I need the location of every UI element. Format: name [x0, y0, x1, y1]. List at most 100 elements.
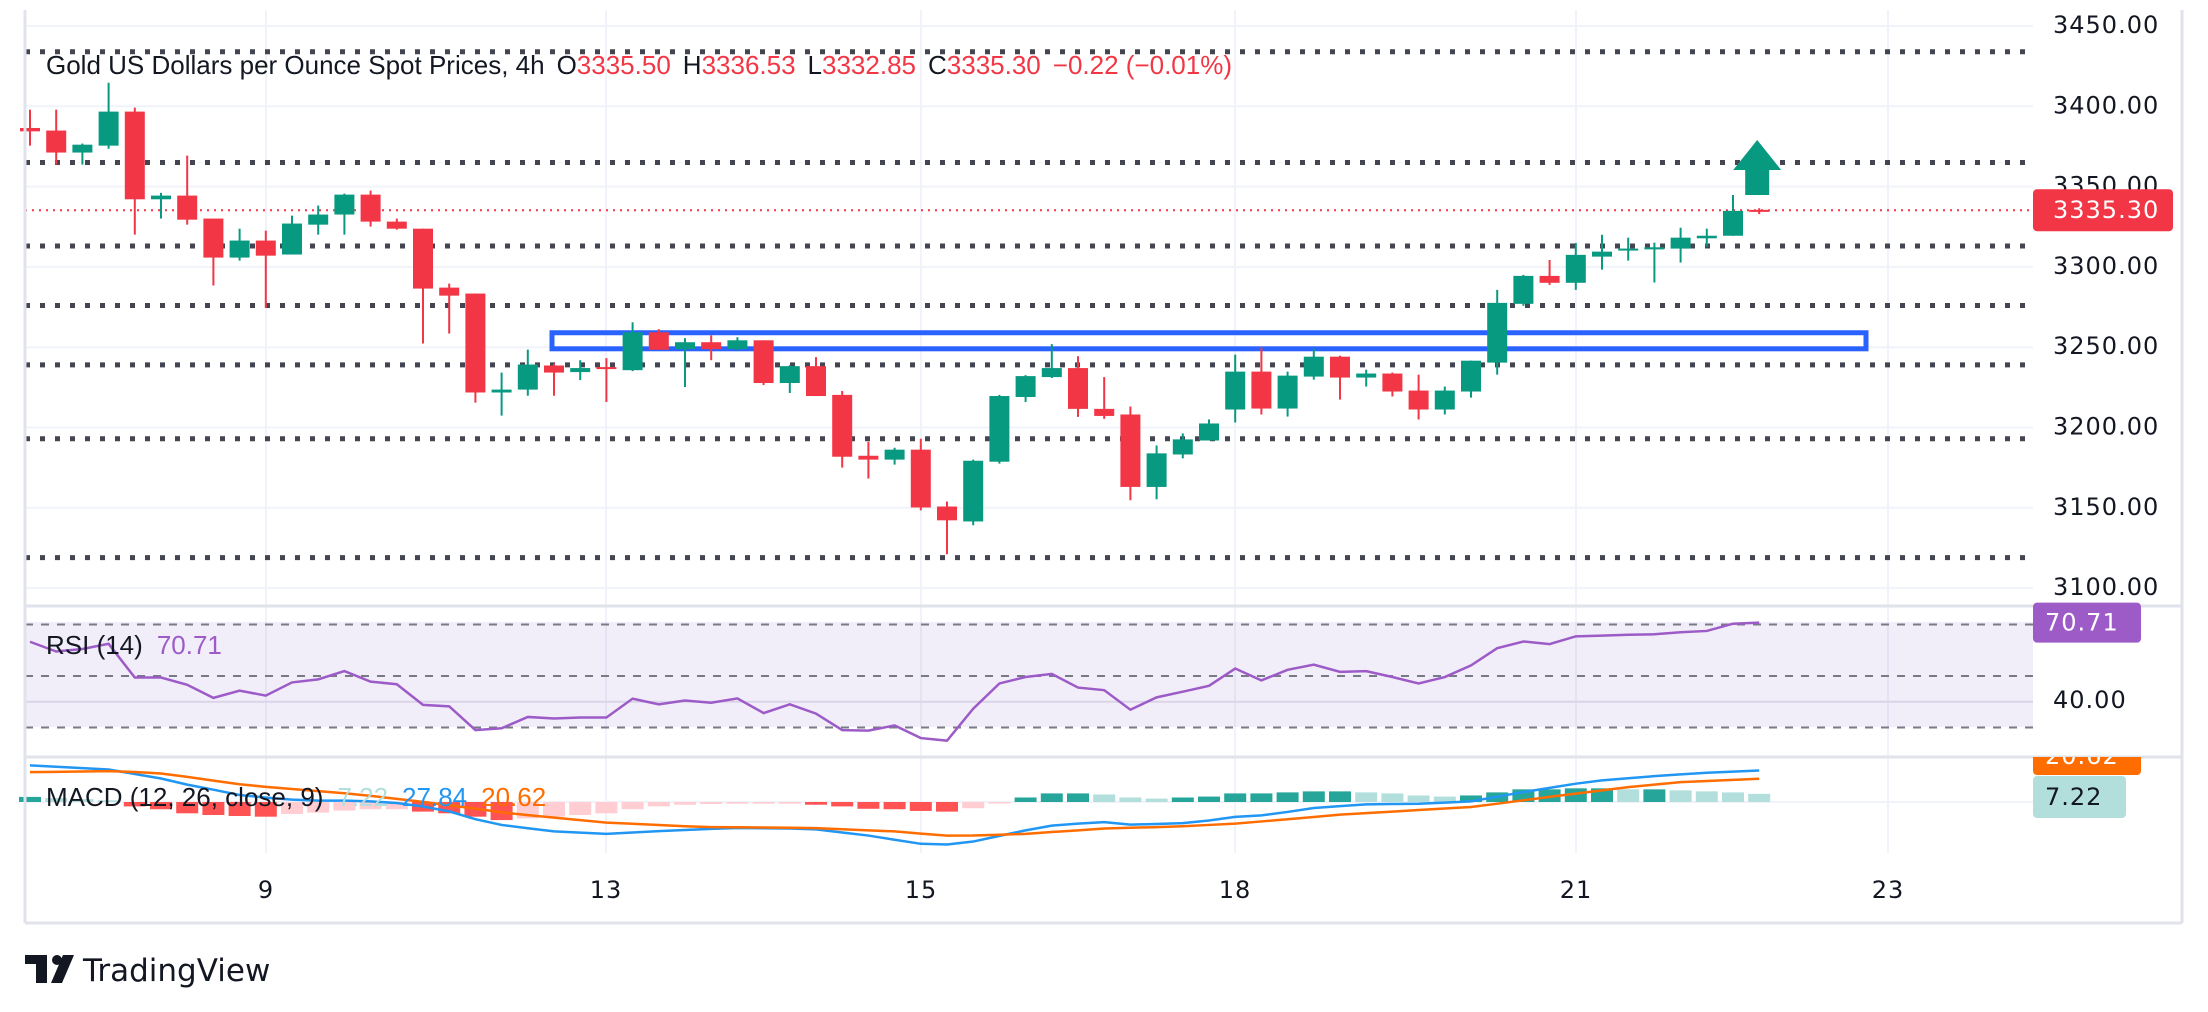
- candle-body: [1723, 210, 1743, 236]
- candle: [1592, 234, 1612, 270]
- tradingview-logo[interactable]: TradingView: [25, 953, 270, 989]
- macd-histogram-bar: [176, 802, 199, 814]
- macd-histogram-bar: [778, 802, 801, 804]
- candle: [596, 358, 617, 402]
- candle-body: [255, 240, 276, 256]
- candle-body: [1172, 439, 1193, 455]
- macd-hist-pill: [2033, 776, 2126, 818]
- candles: [20, 82, 1770, 555]
- candle: [622, 322, 643, 372]
- candle-body: [1225, 371, 1246, 410]
- macd-histogram-bar: [805, 802, 827, 805]
- candle: [1487, 289, 1508, 375]
- macd-legend[interactable]: MACD (12, 26, close, 9) 7.22 27.84 20.62: [46, 782, 546, 812]
- candle-body: [779, 366, 800, 384]
- candle-body: [910, 449, 931, 508]
- candle: [203, 218, 224, 286]
- candle: [255, 230, 276, 308]
- candle-body: [439, 287, 460, 296]
- candle-body: [963, 460, 984, 522]
- candle: [1251, 347, 1272, 415]
- candle-body: [832, 394, 853, 457]
- candle: [1408, 374, 1429, 420]
- macd-histogram-bar: [438, 802, 461, 814]
- candle: [1539, 259, 1560, 285]
- price-axis[interactable]: 3450.003400.003350.003300.003250.003200.…: [2053, 11, 2159, 601]
- macd-histogram-bar: [228, 802, 251, 817]
- candle: [1303, 348, 1324, 380]
- candle: [570, 360, 591, 381]
- time-axis[interactable]: 9 13 15 18 21 23: [258, 876, 1904, 904]
- candle: [308, 205, 329, 235]
- macd-histogram-bar: [1433, 796, 1456, 802]
- rsi-line: [29, 621, 1760, 742]
- macd-histogram-bar: [1171, 797, 1194, 802]
- macd-histogram-bar: [1276, 792, 1299, 802]
- candle-body: [937, 506, 957, 521]
- up-arrow-icon[interactable]: [1733, 140, 1782, 195]
- time-tick-label: 15: [905, 876, 938, 904]
- candle: [1146, 445, 1167, 500]
- candle-body: [1618, 248, 1639, 251]
- rsi-legend[interactable]: RSI (14) 70.71: [46, 630, 222, 660]
- low-value: 3332.85: [822, 50, 916, 80]
- macd-histogram-bar: [97, 800, 120, 802]
- macd-histogram-bar: [1224, 793, 1247, 802]
- candle: [727, 337, 748, 351]
- macd-signal-pill: [2033, 757, 2141, 775]
- candle: [98, 82, 119, 149]
- candle: [465, 293, 486, 403]
- macd-histogram-bar: [1669, 790, 1692, 802]
- macd-histogram-bar: [1407, 795, 1430, 802]
- candle-body: [858, 455, 879, 460]
- macd-histogram-bar: [936, 802, 958, 812]
- symbol-legend[interactable]: Gold US Dollars per Ounce Spot Prices, 4…: [46, 50, 1232, 80]
- candle: [360, 190, 381, 227]
- macd-histogram-bar: [1460, 795, 1482, 802]
- macd-line-value: 27.84: [402, 782, 467, 812]
- macd-histogram-bar: [909, 802, 932, 811]
- candle: [858, 441, 879, 479]
- macd-histogram-bar: [307, 802, 330, 813]
- tradingview-wordmark: TradingView: [82, 953, 270, 989]
- candle: [1644, 242, 1665, 283]
- price-tick-label: 3450.00: [2053, 11, 2159, 39]
- macd-line: [29, 764, 1760, 846]
- candle-body: [1461, 360, 1481, 392]
- macd-histogram-bar: [621, 802, 644, 810]
- candle: [177, 155, 198, 225]
- macd-histogram-bar: [752, 802, 775, 804]
- macd-label: MACD (12, 26, close, 9): [46, 782, 323, 812]
- resistance-zone-rectangle[interactable]: [549, 330, 1869, 352]
- change-value: −0.22 (−0.01%): [1053, 50, 1232, 80]
- macd-histogram-bar: [254, 802, 277, 817]
- candle-body: [1068, 368, 1088, 409]
- candle-body: [1644, 247, 1665, 250]
- candle: [229, 228, 250, 261]
- candle-body: [1356, 373, 1377, 378]
- candle: [1041, 344, 1062, 379]
- candle-body: [1382, 373, 1403, 392]
- rsi-pane: [25, 621, 2033, 742]
- candle-body: [491, 389, 512, 393]
- macd-hist-pill-text: 7.22: [2045, 783, 2102, 811]
- candle-body: [124, 111, 145, 200]
- candle-body: [1120, 414, 1141, 487]
- candle: [151, 192, 171, 219]
- candle-body: [308, 214, 329, 225]
- macd-histogram-bar: [333, 802, 356, 811]
- macd-histogram-bar: [1748, 793, 1771, 802]
- macd-histogram-bar: [1093, 794, 1116, 802]
- candle-body: [544, 365, 564, 373]
- high-label: H: [683, 50, 702, 80]
- current-price-label: 3335.30: [2033, 189, 2173, 232]
- time-tick-label: 23: [1872, 876, 1905, 904]
- macd-signal-pill-text: 20.62: [2045, 742, 2119, 770]
- candle-body: [1251, 371, 1272, 409]
- macd-histogram-bar: [674, 802, 696, 805]
- candle-body: [727, 340, 748, 350]
- rsi-pill-text: 70.71: [2045, 609, 2119, 637]
- candle-body: [1330, 356, 1350, 378]
- horizontal-levels: [25, 49, 2033, 561]
